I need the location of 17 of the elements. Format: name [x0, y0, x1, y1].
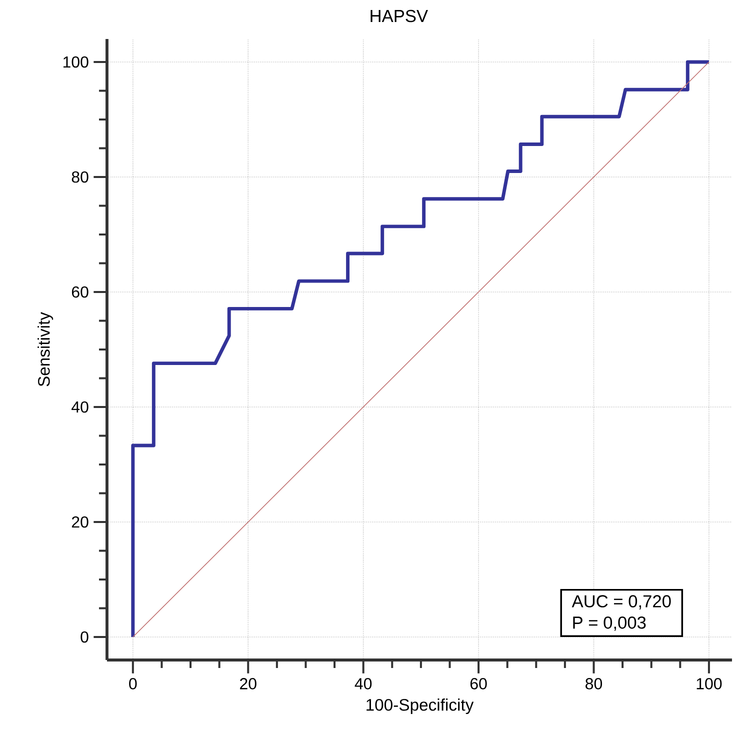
x-tick-label: 20 [240, 678, 256, 690]
x-tick-label: 80 [585, 678, 602, 690]
x-tick-label: 40 [354, 678, 372, 690]
y-axis-title: Sensitivity [37, 312, 53, 386]
x-axis-title: 100-Specificity [366, 698, 474, 714]
chart-title: HAPSV [370, 10, 428, 22]
y-tick-label: 0 [80, 631, 88, 643]
x-tick-label: 60 [470, 678, 487, 690]
x-tick-label: 100 [696, 678, 722, 690]
y-tick-label: 100 [63, 56, 88, 68]
annotation: AUC = 0,720 [572, 595, 671, 610]
y-tick-label: 20 [72, 516, 88, 528]
y-tick-label: 60 [72, 286, 88, 298]
x-tick-label: 0 [128, 678, 137, 690]
annotation: P = 0,003 [572, 616, 646, 631]
y-tick-label: 40 [71, 401, 88, 413]
y-tick-label: 80 [72, 171, 88, 183]
